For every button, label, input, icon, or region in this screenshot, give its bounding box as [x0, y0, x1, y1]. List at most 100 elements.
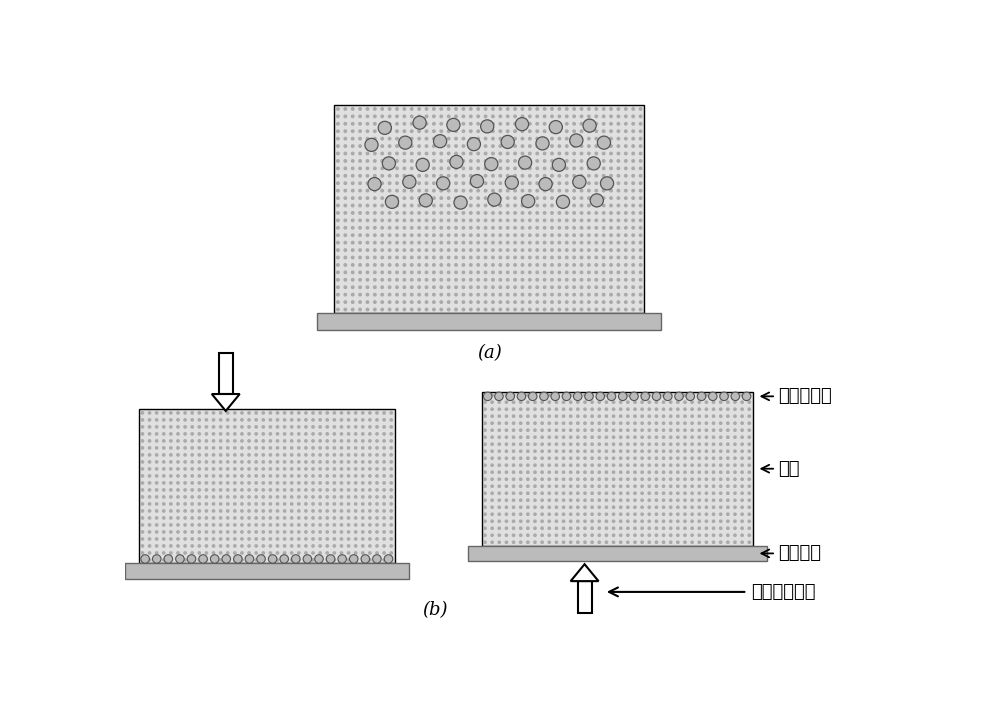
Circle shape [505, 513, 508, 515]
Circle shape [234, 460, 236, 463]
Circle shape [291, 412, 293, 414]
Circle shape [625, 167, 627, 170]
Circle shape [620, 471, 622, 473]
Circle shape [498, 513, 500, 515]
Circle shape [595, 271, 598, 274]
Circle shape [720, 534, 722, 536]
Circle shape [326, 489, 328, 491]
Circle shape [433, 115, 435, 118]
Circle shape [541, 394, 543, 396]
Circle shape [433, 175, 435, 177]
Circle shape [205, 538, 208, 540]
Circle shape [362, 524, 364, 526]
Circle shape [591, 401, 593, 403]
Circle shape [388, 108, 391, 110]
Circle shape [148, 538, 151, 540]
Circle shape [440, 286, 443, 289]
Circle shape [748, 478, 750, 480]
Circle shape [362, 426, 364, 428]
Circle shape [170, 474, 172, 477]
Circle shape [521, 234, 524, 237]
Circle shape [312, 474, 314, 477]
Circle shape [198, 510, 200, 512]
Circle shape [155, 559, 158, 561]
Circle shape [527, 408, 529, 410]
Circle shape [234, 552, 236, 554]
Circle shape [573, 130, 575, 132]
Circle shape [305, 503, 307, 505]
Circle shape [262, 419, 264, 421]
Circle shape [205, 467, 208, 470]
Circle shape [499, 115, 502, 118]
Circle shape [720, 422, 722, 425]
Circle shape [403, 294, 406, 296]
Circle shape [148, 517, 151, 519]
Circle shape [512, 485, 515, 487]
Circle shape [555, 401, 558, 403]
Circle shape [369, 412, 371, 414]
Circle shape [588, 130, 590, 132]
Circle shape [555, 429, 558, 432]
Circle shape [632, 167, 634, 170]
Circle shape [541, 527, 543, 529]
Circle shape [411, 160, 413, 162]
Circle shape [355, 517, 357, 519]
Circle shape [148, 460, 151, 463]
Circle shape [344, 271, 347, 274]
Circle shape [462, 241, 465, 244]
Circle shape [155, 412, 158, 414]
Circle shape [529, 175, 531, 177]
Circle shape [595, 308, 598, 310]
Circle shape [618, 392, 627, 401]
Circle shape [312, 524, 314, 526]
Circle shape [655, 527, 658, 529]
Circle shape [727, 408, 729, 410]
Circle shape [276, 474, 279, 477]
Circle shape [283, 517, 286, 519]
Circle shape [580, 137, 583, 140]
Circle shape [591, 394, 593, 396]
Circle shape [634, 478, 636, 480]
Circle shape [347, 503, 350, 505]
Circle shape [639, 115, 642, 118]
Circle shape [374, 301, 376, 303]
Circle shape [595, 167, 598, 170]
Circle shape [492, 212, 494, 214]
Circle shape [555, 394, 558, 396]
Circle shape [698, 534, 700, 536]
Circle shape [548, 499, 550, 501]
Circle shape [662, 485, 665, 487]
Circle shape [570, 457, 572, 460]
Circle shape [588, 115, 590, 118]
Circle shape [170, 440, 172, 442]
Circle shape [639, 264, 642, 266]
Circle shape [610, 108, 612, 110]
Circle shape [655, 415, 658, 417]
Circle shape [376, 538, 378, 540]
Circle shape [403, 189, 406, 192]
Circle shape [403, 122, 406, 125]
Circle shape [566, 241, 568, 244]
Circle shape [748, 457, 750, 460]
Circle shape [588, 167, 590, 170]
Circle shape [283, 419, 286, 421]
Circle shape [305, 447, 307, 449]
Circle shape [515, 118, 529, 131]
Circle shape [566, 145, 568, 147]
Circle shape [627, 436, 629, 439]
Circle shape [577, 492, 579, 494]
Circle shape [734, 478, 736, 480]
Circle shape [562, 415, 565, 417]
Circle shape [447, 279, 450, 281]
Circle shape [573, 145, 575, 147]
Circle shape [551, 145, 553, 147]
Circle shape [470, 175, 472, 177]
Circle shape [610, 130, 612, 132]
Circle shape [366, 197, 369, 199]
Circle shape [170, 419, 172, 421]
Circle shape [595, 130, 598, 132]
Circle shape [418, 249, 420, 251]
Circle shape [219, 467, 222, 470]
Circle shape [184, 433, 186, 435]
Circle shape [373, 555, 381, 563]
